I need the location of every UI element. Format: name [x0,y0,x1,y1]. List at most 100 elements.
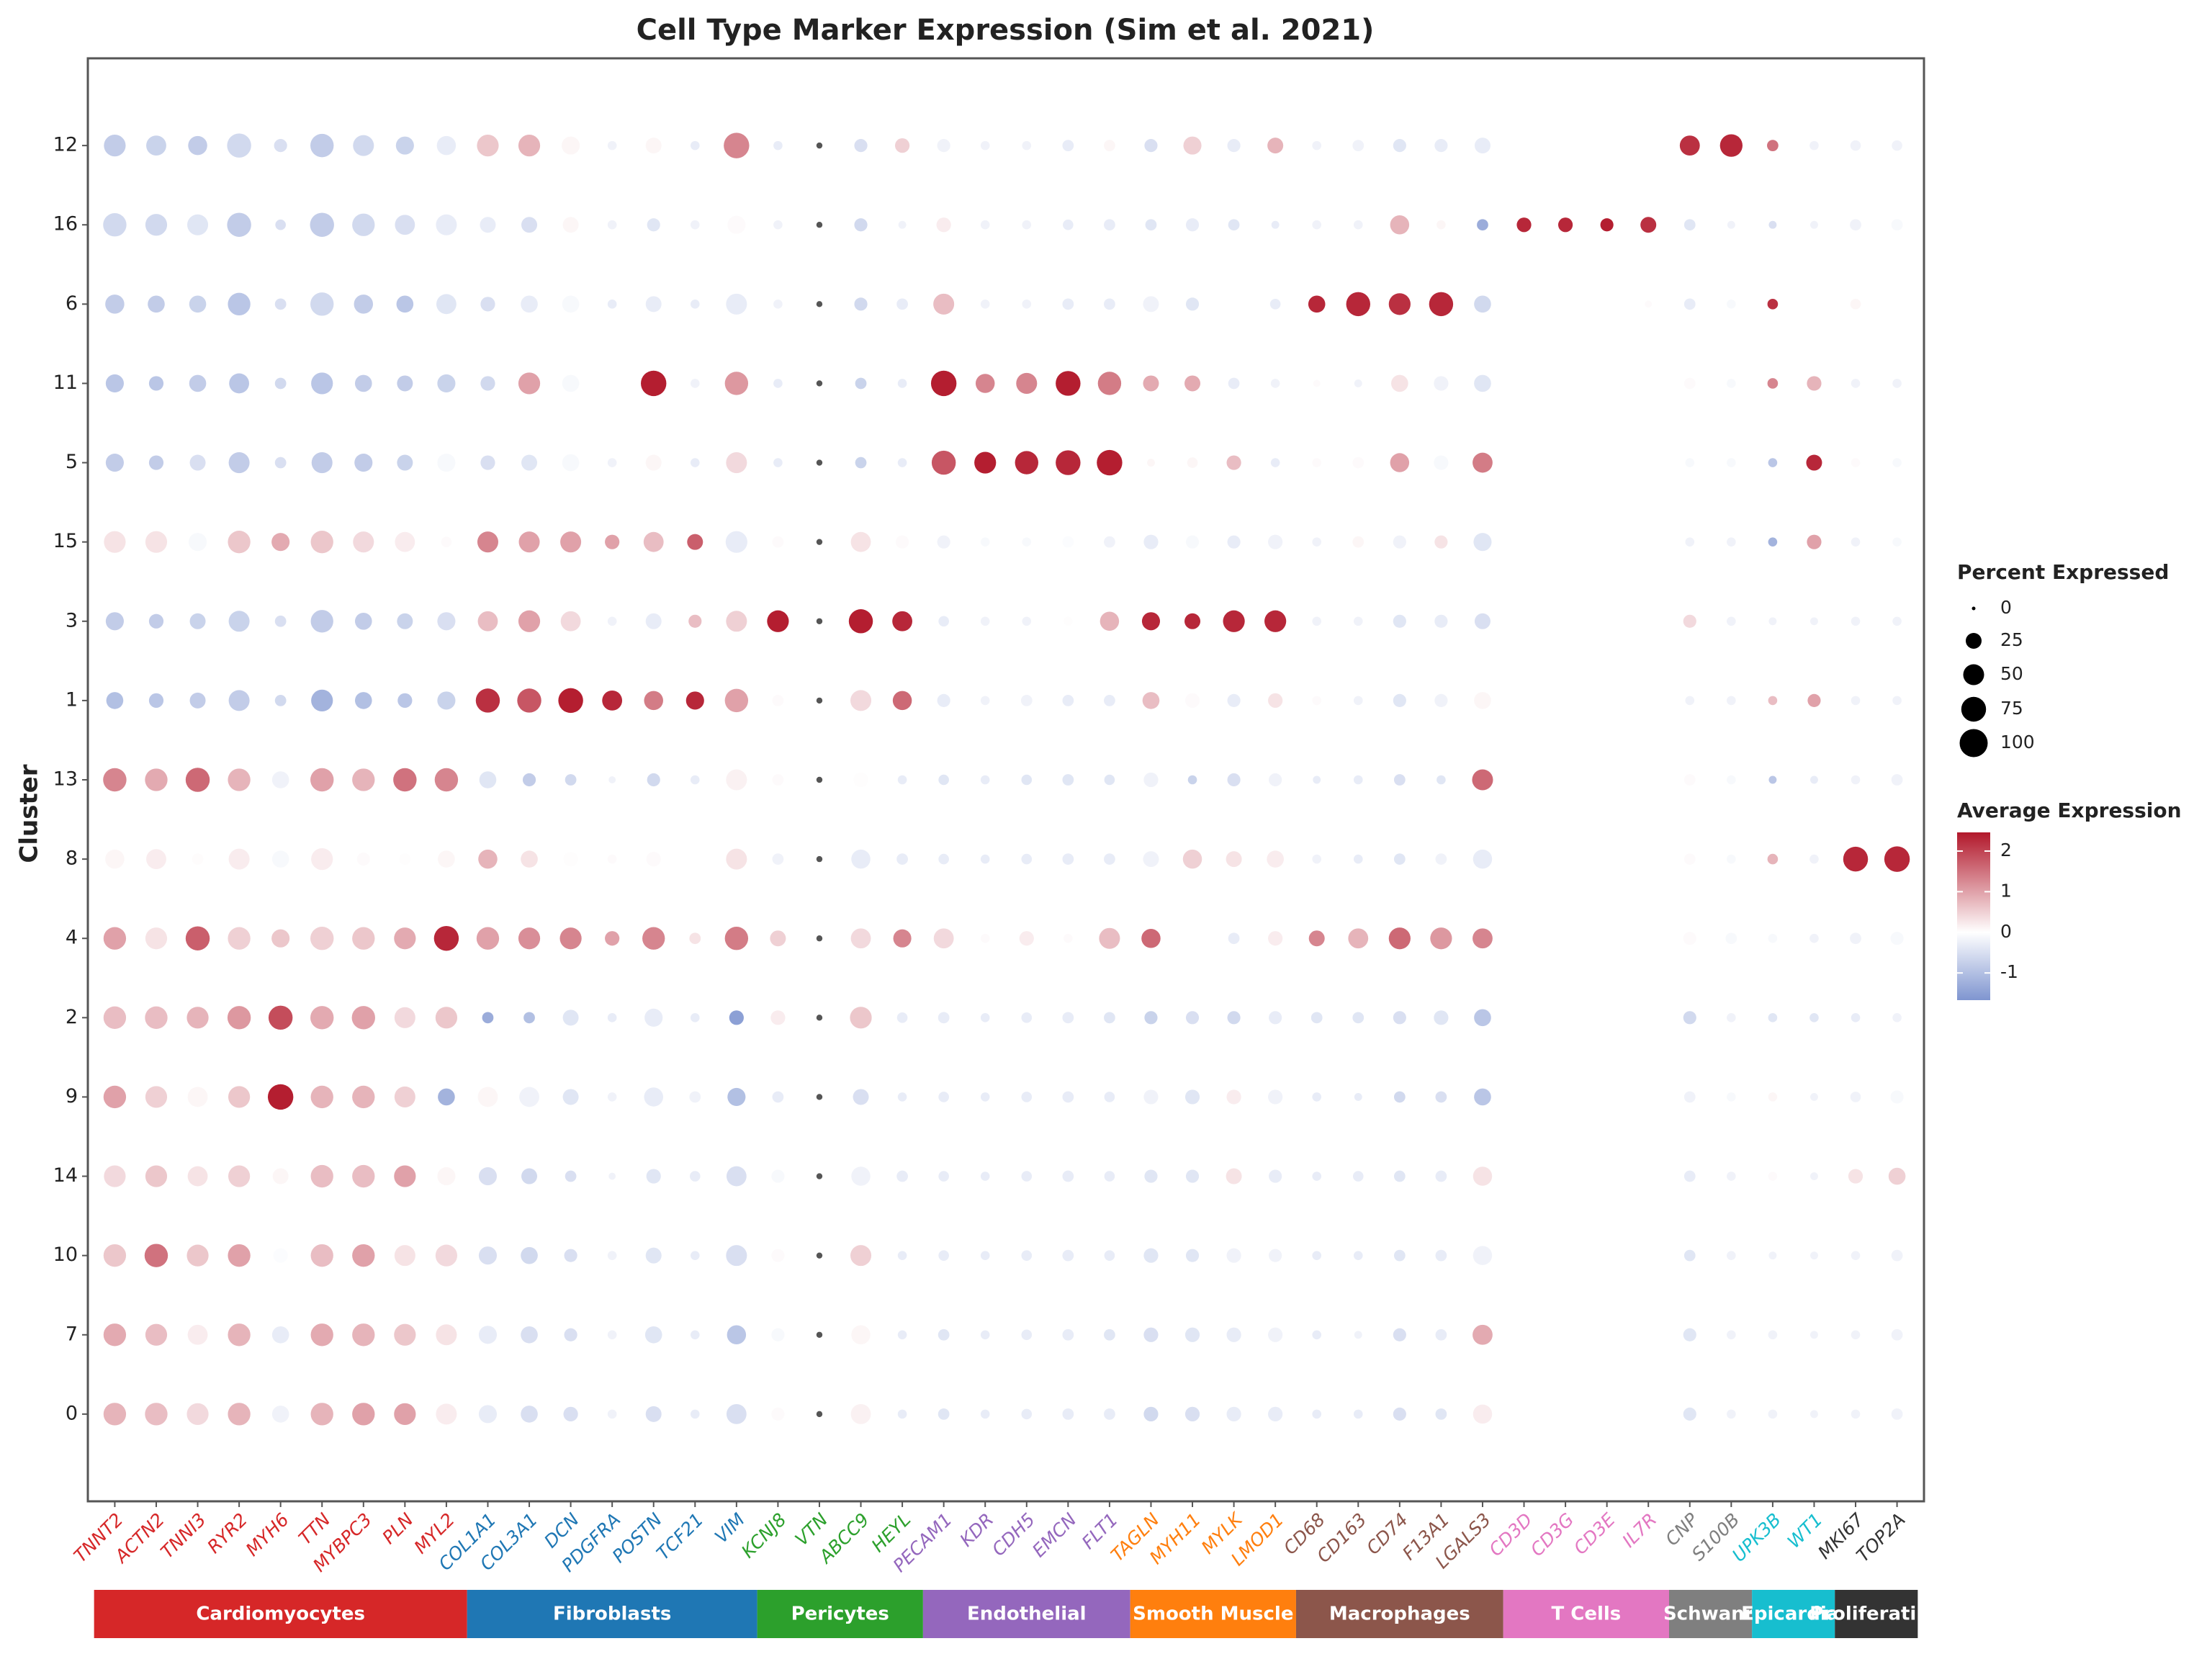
dot [1226,1406,1241,1421]
dot [310,531,333,554]
dot [521,1326,538,1344]
dot [1182,849,1202,869]
dot [1269,773,1282,787]
dot [645,454,662,471]
group-label: Epicardial [1741,1604,1845,1625]
dot [1562,776,1569,783]
dot [1022,220,1032,230]
dot [1851,458,1861,467]
dot [1270,458,1280,467]
dot [685,691,704,710]
dot [148,613,164,629]
dot [104,1165,126,1187]
dot [689,1171,701,1182]
dot [104,135,126,157]
dot [1851,379,1861,388]
dot [1019,931,1034,946]
dot [395,136,414,155]
dot [1891,1249,1903,1262]
dot [1187,457,1198,468]
dot [352,1164,375,1188]
dot [105,374,124,393]
dot [1645,1014,1653,1022]
dot [1021,853,1033,865]
dot [1892,379,1902,388]
y-tick-label: 2 [66,1006,78,1028]
dot [816,618,823,624]
dot [1768,458,1778,467]
dot [1022,616,1032,626]
dot [1104,695,1115,706]
dot [396,295,414,313]
dot [1348,928,1369,949]
dot [1353,775,1363,785]
y-axis-label: Cluster [15,764,44,863]
dot [1312,616,1322,626]
dot [816,459,823,466]
dot [437,612,456,631]
size-legend-dot [1959,729,1988,757]
size-legend-label: 25 [2000,629,2023,650]
dot [727,215,746,234]
dot [310,1164,333,1188]
dot [644,1008,663,1027]
dot [1848,1169,1863,1184]
dot [228,1086,251,1108]
dot [1062,1012,1074,1024]
dot [273,1248,288,1263]
dot [105,454,124,472]
dot [892,611,912,631]
dot [1768,1251,1777,1260]
dot [1269,1011,1282,1025]
dot [726,769,747,791]
dot [1521,301,1527,307]
dot [641,370,667,397]
dot [1683,932,1696,945]
dot [1062,1408,1074,1420]
size-legend-dot [1966,633,1982,649]
dot [1434,455,1449,470]
dot [1810,1251,1818,1260]
dot [437,454,456,472]
dot [480,376,495,391]
dot [1603,459,1611,467]
dot [1473,533,1492,552]
dot [1268,1327,1283,1342]
dot [1473,1324,1493,1345]
dot [1645,1251,1653,1259]
dot [1683,377,1696,390]
dot [559,927,582,950]
dot [1892,537,1902,547]
dot [1313,775,1321,784]
dot [1520,1014,1528,1022]
dot [436,1324,457,1346]
dot [897,775,907,785]
dot [937,139,950,153]
dot [274,457,287,469]
dot [1810,1172,1818,1180]
dot [274,377,287,390]
dot [1226,1327,1241,1342]
group-bar [922,1590,1130,1638]
dot [274,298,287,310]
dot [1104,1012,1115,1024]
dot [148,376,164,391]
dot [1767,140,1779,151]
dot [521,217,538,233]
dot [517,688,541,713]
dot [645,1247,662,1264]
dot [1768,617,1777,626]
dot [980,1409,990,1419]
dot [1645,1093,1653,1101]
y-tick-label: 8 [66,848,78,870]
dot [146,849,166,870]
dot [1021,1092,1033,1102]
dot [1142,692,1160,709]
dot [816,1094,823,1100]
dot [188,135,207,156]
dot [227,212,251,237]
dot [1893,300,1901,308]
dot [1562,1014,1569,1022]
dot [1603,696,1611,704]
dot [938,1328,950,1341]
